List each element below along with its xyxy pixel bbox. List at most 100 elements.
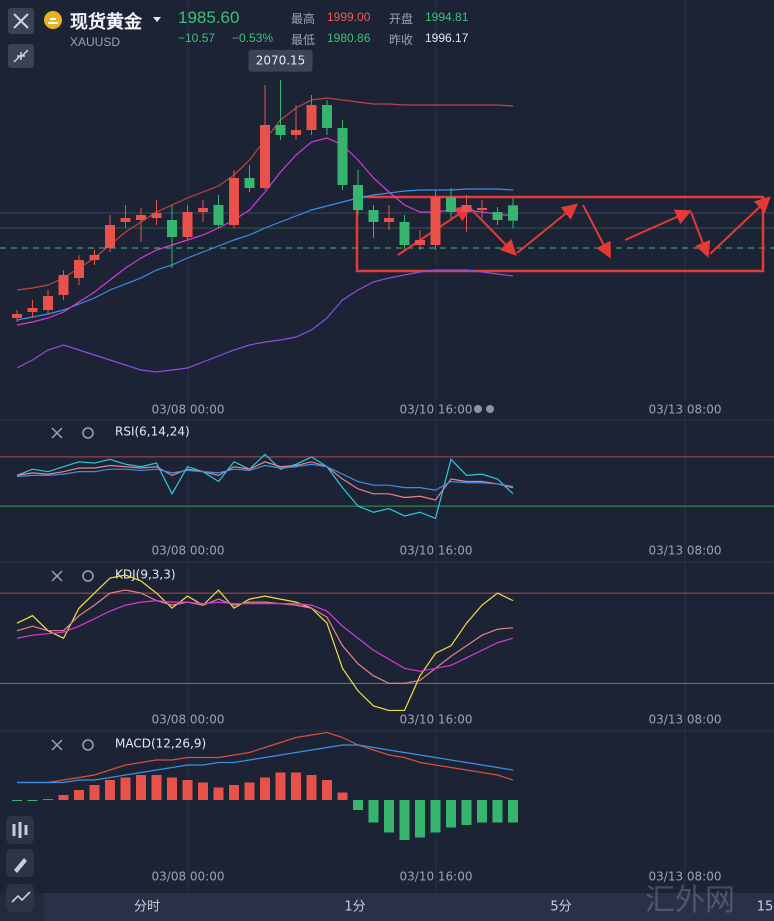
candle-body (368, 210, 379, 222)
indicator-line (16, 453, 514, 520)
header-buttons[interactable] (8, 8, 161, 68)
macd-bar (477, 800, 487, 823)
candle-body (260, 125, 270, 188)
candle-body (337, 128, 348, 185)
price-tag: 2070.15 (256, 53, 306, 67)
candle-body (136, 215, 146, 220)
period-tab[interactable]: 15 (757, 900, 774, 915)
indicator-line (17, 731, 514, 784)
x-tick-label: 03/13 08:00 (649, 403, 722, 417)
macd-bar (74, 790, 84, 800)
macd-bar (446, 800, 456, 828)
macd-bar (182, 780, 193, 800)
indicator-line (16, 574, 514, 712)
stat-label: 昨收 (389, 33, 414, 47)
candle-body (43, 296, 53, 310)
macd-bar (151, 775, 162, 800)
watermark: 汇外网 (645, 883, 735, 918)
x-tick-label: 03/08 00:00 (152, 544, 225, 558)
candle-body (461, 205, 472, 212)
macd-bar (89, 785, 100, 800)
period-tab[interactable]: 5分 (550, 900, 571, 915)
stat-value: 1980.86 (327, 31, 371, 45)
x-tick-label: 03/08 00:00 (152, 403, 225, 417)
price-change-pct: −0.53% (232, 31, 274, 45)
indicator-icons[interactable] (51, 427, 94, 751)
stat-label: 最低 (291, 33, 316, 47)
indicator-line (16, 600, 514, 672)
macd-bar (415, 800, 425, 838)
stat-value: 1996.17 (425, 31, 469, 45)
stat-label: 开盘 (389, 12, 414, 26)
macd-bar (291, 772, 301, 800)
macd-bar (337, 792, 348, 800)
candle-body (89, 255, 100, 260)
x-tick-label: 03/13 08:00 (649, 870, 722, 884)
macd-bar (136, 775, 146, 800)
macd-bar (461, 800, 472, 825)
candle-body (430, 197, 441, 245)
x-tick-label: 03/08 00:00 (152, 713, 225, 727)
macd-bar (229, 785, 239, 800)
last-price: 1985.60 (178, 8, 240, 27)
panel-dividers (0, 419, 774, 732)
candle-body (229, 178, 239, 225)
candle-body (105, 225, 115, 248)
instrument-name: 现货黄金 (70, 12, 142, 32)
indicator-title: MACD(12,26,9) (115, 737, 206, 751)
candle-body (244, 178, 255, 188)
macd-bar (508, 800, 518, 823)
period-tab[interactable]: 分时 (134, 900, 160, 915)
macd-bar (353, 800, 363, 810)
stat-value: 1994.81 (425, 10, 469, 24)
macd-bar (213, 787, 224, 800)
macd-bar (58, 795, 69, 800)
candle-body (58, 275, 69, 295)
macd-bar (198, 782, 208, 800)
candle-body (508, 205, 518, 221)
macd-bar (260, 777, 270, 800)
indicator-title: RSI(6,14,24) (115, 425, 190, 439)
annotation-box (355, 195, 765, 273)
candle-body (12, 314, 22, 318)
annotation-arrows (397, 196, 771, 259)
candle-body (213, 205, 224, 225)
indicator-line (16, 589, 514, 684)
macd-bar (368, 800, 379, 823)
candle-body (322, 105, 332, 128)
page-dot (474, 405, 482, 413)
macd-bar (244, 782, 255, 800)
period-tab[interactable]: 1分 (344, 900, 365, 915)
x-tick-label: 03/13 08:00 (649, 544, 722, 558)
macd-bar (492, 800, 503, 823)
period-tabs (44, 893, 774, 921)
macd-bar (43, 799, 53, 800)
candle-body (151, 213, 162, 218)
candle-body (120, 218, 131, 222)
candle-body (275, 125, 286, 135)
macd-bar (105, 780, 115, 800)
indicator-line (16, 188, 514, 321)
indicator-title: KDJ(9,3,3) (115, 568, 176, 582)
candle-body (74, 260, 84, 278)
macd-bar (399, 800, 410, 840)
candle-body (492, 212, 503, 220)
candle-body (198, 208, 208, 212)
side-tools[interactable] (6, 816, 34, 912)
candle-body (27, 308, 38, 312)
x-tick-label: 03/13 08:00 (649, 713, 722, 727)
macd-bar (430, 800, 441, 833)
candle-body (306, 105, 317, 130)
macd-bar (167, 777, 177, 800)
macd-bar (384, 800, 394, 833)
candle-body (477, 208, 487, 210)
grid (0, 0, 774, 893)
stat-value: 1999.00 (327, 10, 371, 24)
candle-body (182, 212, 193, 237)
indicator-line (17, 744, 514, 784)
candle-body (415, 240, 425, 245)
candle-body (399, 222, 410, 245)
macd-bar (306, 775, 317, 800)
